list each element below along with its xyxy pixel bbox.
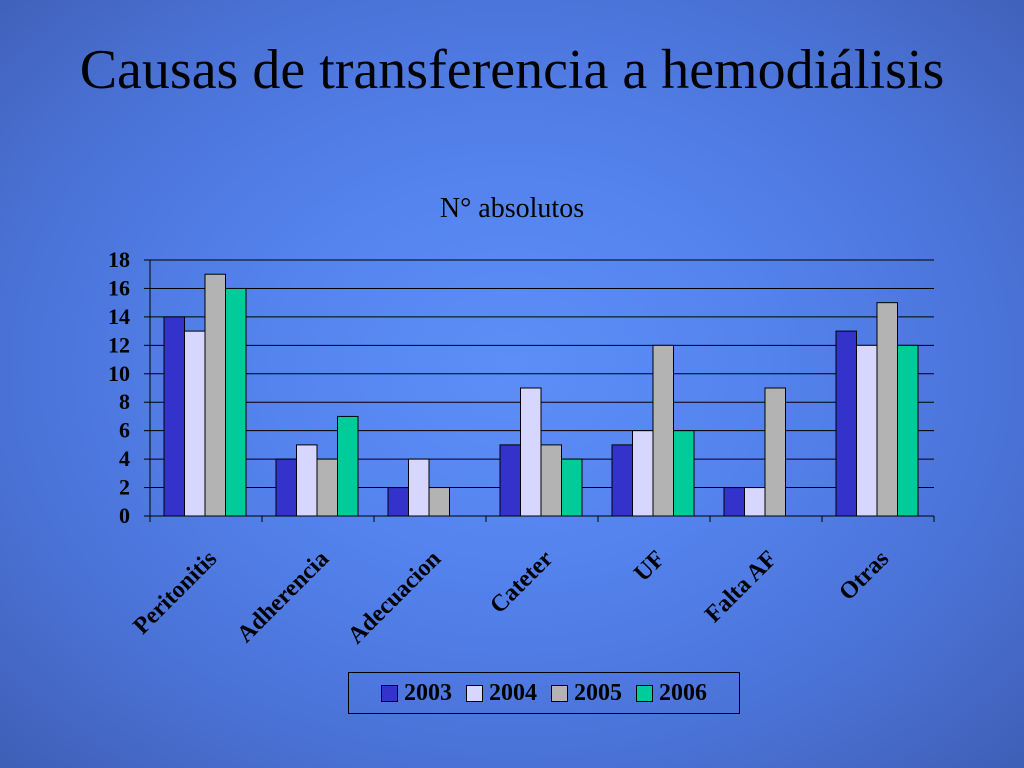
chart-subtitle: N° absolutos [439, 193, 585, 224]
bar-2004-adecuacion [408, 458, 430, 517]
bar-2005-falta-af [764, 387, 786, 517]
bar-2004-cateter [520, 387, 542, 517]
bar-2005-adherencia [316, 458, 338, 517]
bar-2005-uf [652, 344, 674, 517]
bar-2003-adecuacion [387, 487, 409, 517]
x-category-label: Peritonitis [128, 546, 222, 640]
y-tick-label: 16 [108, 275, 130, 300]
bar-2003-otras [835, 330, 857, 517]
x-category-label: Otras [834, 546, 894, 606]
legend-swatch-2003 [381, 684, 398, 702]
bar-2006-otras [897, 344, 919, 517]
bar-2005-adecuacion [428, 487, 450, 517]
y-tick-label: 12 [108, 332, 130, 357]
bar-2003-falta-af [723, 487, 745, 517]
y-tick-label: 6 [119, 418, 130, 443]
bar-2004-falta-af [744, 487, 766, 517]
y-tick-label: 8 [119, 389, 130, 414]
legend-label-2003: 2003 [404, 679, 452, 706]
legend-item-2005: 2005 [551, 680, 622, 707]
legend-swatch-2004 [466, 684, 483, 702]
bar-2004-uf [632, 430, 654, 517]
y-tick-label: 0 [119, 503, 130, 528]
bar-2004-otras [856, 344, 878, 517]
y-tick-label: 14 [108, 304, 130, 329]
bar-2006-uf [673, 430, 695, 517]
x-category-label: Adherencia [232, 546, 334, 648]
legend-item-2003: 2003 [381, 680, 452, 707]
y-tick-label: 2 [119, 475, 130, 500]
x-category-label: Adecuacion [343, 546, 446, 649]
x-category-label: Falta AF [700, 546, 782, 628]
bar-2004-adherencia [296, 444, 318, 517]
x-category-label: Cateter [485, 546, 558, 619]
chart-legend: 2003 2004 2005 2006 [348, 672, 740, 714]
legend-label-2005: 2005 [574, 679, 622, 706]
legend-label-2006: 2006 [659, 679, 707, 706]
bar-2003-peritonitis [163, 316, 185, 517]
legend-swatch-2005 [551, 684, 568, 702]
y-tick-label: 4 [119, 446, 130, 471]
bar-2005-cateter [540, 444, 562, 517]
x-category-label: UF [629, 546, 670, 587]
bar-2003-cateter [499, 444, 521, 517]
y-tick-label: 10 [108, 361, 130, 386]
bar-2004-peritonitis [184, 330, 206, 517]
legend-item-2004: 2004 [466, 680, 537, 707]
bar-2005-peritonitis [204, 273, 226, 517]
bar-2006-adherencia [337, 415, 359, 517]
y-tick-label: 18 [108, 247, 130, 272]
bar-2006-peritonitis [225, 287, 247, 517]
slide-title: Causas de transferencia a hemodiálisis [79, 39, 945, 101]
bar-2003-uf [611, 444, 633, 517]
bar-2003-adherencia [275, 458, 297, 517]
legend-item-2006: 2006 [636, 680, 707, 707]
legend-label-2004: 2004 [489, 679, 537, 706]
bar-2005-otras [876, 302, 898, 517]
legend-swatch-2006 [636, 684, 653, 702]
bar-2006-cateter [561, 458, 583, 517]
